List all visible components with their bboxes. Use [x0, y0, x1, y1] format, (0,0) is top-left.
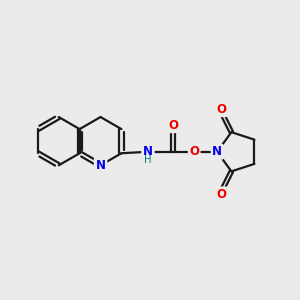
Text: N: N	[143, 145, 153, 158]
Text: O: O	[216, 188, 226, 201]
Text: O: O	[216, 103, 226, 116]
Text: O: O	[168, 119, 178, 132]
Text: N: N	[95, 159, 106, 172]
Text: O: O	[189, 145, 199, 158]
Text: N: N	[212, 145, 222, 158]
Text: H: H	[144, 155, 152, 165]
